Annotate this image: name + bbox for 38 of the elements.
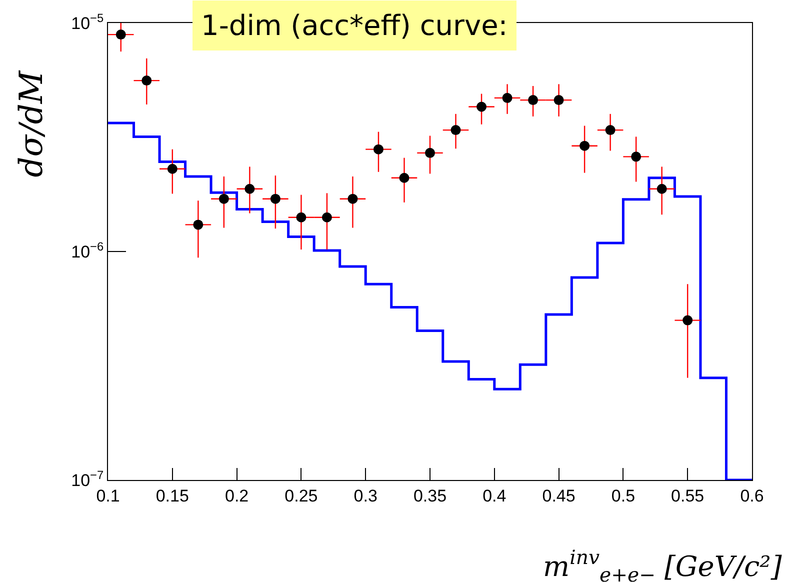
point — [322, 212, 332, 222]
point — [348, 194, 358, 204]
y-tick-label: 10$^{−6}$ — [71, 239, 104, 262]
point — [656, 184, 667, 194]
point — [450, 125, 461, 136]
x-tick-label: 0.3 — [354, 486, 378, 506]
point — [528, 95, 538, 106]
y-tick-label: 10$^{−5}$ — [71, 10, 104, 33]
x-tick-label: 0.45 — [542, 486, 576, 506]
point — [682, 315, 693, 326]
x-tick-label: 0.15 — [156, 486, 189, 506]
x-tick-label: 0.25 — [284, 486, 318, 506]
point — [476, 102, 487, 112]
point — [554, 95, 564, 106]
point — [193, 220, 204, 230]
point — [142, 76, 152, 86]
x-tick-label: 0.6 — [740, 486, 764, 506]
x-tick-label: 0.35 — [413, 486, 447, 506]
point — [116, 30, 126, 40]
point — [218, 194, 229, 204]
point — [270, 194, 280, 204]
point — [296, 212, 306, 222]
point — [605, 125, 616, 136]
y-axis-title: dσ/dM — [12, 70, 50, 178]
x-tick-label: 0.4 — [482, 486, 506, 506]
x-tick-label: 0.55 — [671, 486, 704, 506]
point — [631, 152, 642, 162]
chart-title: 1-dim (acc*eff) curve: — [201, 9, 508, 42]
point — [580, 140, 590, 151]
x-tick-label: 0.5 — [611, 486, 636, 506]
point — [373, 144, 384, 154]
x-tick-label: 0.2 — [224, 486, 249, 506]
point — [502, 92, 512, 103]
point — [167, 164, 178, 174]
x-axis-title: m$^{inv}$$_{e+e−}$ [GeV/c²] — [543, 546, 782, 582]
point — [425, 148, 435, 158]
point — [244, 184, 255, 194]
point — [399, 172, 410, 183]
